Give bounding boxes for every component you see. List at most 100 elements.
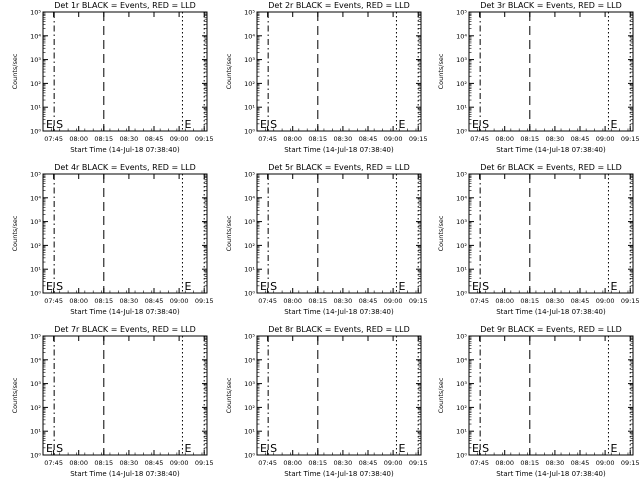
y-tick-label: 10³: [456, 380, 467, 388]
x-tick-label: 09:00: [170, 135, 189, 143]
y-tick-label: 10¹: [30, 266, 41, 274]
y-tick-label: 10⁵: [30, 171, 41, 179]
x-tick-label: 08:30: [546, 297, 565, 305]
start-marker: S: [56, 280, 63, 293]
y-tick-label: 10¹: [456, 104, 467, 112]
x-tick-label: 07:45: [258, 297, 277, 305]
x-tick-label: 08:30: [120, 459, 139, 467]
x-tick-label: 09:00: [384, 297, 403, 305]
y-axis-label: Counts/sec: [225, 215, 233, 251]
end-marker: E: [184, 280, 191, 293]
x-tick-label: 08:00: [283, 459, 302, 467]
y-tick-label: 10³: [244, 218, 255, 226]
x-tick-label: 08:30: [120, 297, 139, 305]
x-tick-label: 08:15: [94, 297, 113, 305]
y-axis-label: Counts/sec: [11, 215, 19, 251]
start-marker: S: [482, 442, 489, 455]
x-tick-label: 09:00: [596, 135, 615, 143]
y-tick-label: 10⁵: [456, 9, 467, 17]
panel-title: Det 2r BLACK = Events, RED = LLD: [268, 1, 410, 10]
x-tick-label: 08:30: [546, 459, 565, 467]
panel-6: Det 6r BLACK = Events, RED = LLD Counts/s…: [437, 163, 640, 316]
plot-frame: [256, 335, 422, 456]
y-tick-label: 10⁰: [244, 452, 255, 460]
y-axis-label: Counts/sec: [11, 53, 19, 89]
x-tick-label: 09:15: [195, 459, 214, 467]
y-tick-label: 10³: [244, 380, 255, 388]
y-tick-label: 10¹: [244, 266, 255, 274]
plot-frame: [256, 11, 422, 132]
x-tick-label: 08:15: [308, 459, 327, 467]
y-axis-label: Counts/sec: [437, 215, 445, 251]
end-marker: E: [398, 280, 405, 293]
end-marker: E: [610, 442, 617, 455]
y-tick-label: 10⁰: [30, 452, 41, 460]
x-axis-label: Start Time (14-Jul-18 07:38:40): [70, 308, 180, 316]
y-axis-label: Counts/sec: [225, 53, 233, 89]
x-tick-label: 08:00: [69, 135, 88, 143]
x-tick-label: 07:45: [258, 459, 277, 467]
panel-title: Det 1r BLACK = Events, RED = LLD: [54, 1, 196, 10]
x-tick-label: 08:30: [334, 459, 353, 467]
y-tick-label: 10⁴: [244, 32, 255, 40]
y-tick-label: 10⁰: [456, 290, 467, 298]
x-tick-label: 07:45: [44, 459, 63, 467]
panel-3: Det 3r BLACK = Events, RED = LLD Counts/s…: [437, 1, 640, 154]
x-tick-label: 08:45: [145, 459, 164, 467]
start-marker: S: [482, 118, 489, 131]
x-tick-label: 08:30: [334, 135, 353, 143]
end-marker: E: [398, 118, 405, 131]
y-tick-label: 10⁰: [30, 290, 41, 298]
left-end-marker: E: [260, 118, 267, 131]
start-marker: S: [270, 442, 277, 455]
plot-frame: [468, 335, 634, 456]
x-tick-label: 09:15: [195, 135, 214, 143]
y-tick-label: 10⁰: [244, 290, 255, 298]
x-tick-label: 07:45: [44, 297, 63, 305]
x-tick-label: 08:45: [359, 297, 378, 305]
panel-title: Det 9r BLACK = Events, RED = LLD: [480, 325, 622, 334]
y-tick-label: 10¹: [456, 428, 467, 436]
y-tick-label: 10⁵: [30, 9, 41, 17]
panel-title: Det 8r BLACK = Events, RED = LLD: [268, 325, 410, 334]
end-marker: E: [184, 442, 191, 455]
y-tick-label: 10²: [456, 242, 467, 250]
y-tick-label: 10⁴: [30, 32, 41, 40]
panel-title: Det 3r BLACK = Events, RED = LLD: [480, 1, 622, 10]
x-tick-label: 09:00: [170, 297, 189, 305]
y-tick-label: 10⁵: [244, 9, 255, 17]
y-tick-label: 10³: [456, 56, 467, 64]
start-marker: S: [482, 280, 489, 293]
y-tick-label: 10⁴: [456, 356, 467, 364]
y-tick-label: 10¹: [30, 428, 41, 436]
plot-frame: [256, 173, 422, 294]
x-tick-label: 08:15: [308, 297, 327, 305]
end-marker: E: [610, 280, 617, 293]
x-tick-label: 08:45: [359, 459, 378, 467]
plot-frame: [468, 173, 634, 294]
start-marker: S: [270, 118, 277, 131]
x-tick-label: 09:00: [384, 459, 403, 467]
y-tick-label: 10⁵: [244, 171, 255, 179]
x-tick-label: 08:00: [283, 297, 302, 305]
x-tick-label: 08:30: [120, 135, 139, 143]
x-tick-label: 09:15: [621, 459, 640, 467]
panel-2: Det 2r BLACK = Events, RED = LLD Counts/s…: [225, 1, 428, 154]
y-tick-label: 10⁰: [456, 452, 467, 460]
x-tick-label: 08:45: [571, 297, 590, 305]
x-tick-label: 09:15: [409, 135, 428, 143]
x-tick-label: 08:00: [69, 297, 88, 305]
panel-7: Det 7r BLACK = Events, RED = LLD Counts/s…: [11, 325, 214, 478]
plot-frame: [42, 11, 208, 132]
end-marker: E: [398, 442, 405, 455]
y-axis-label: Counts/sec: [11, 377, 19, 413]
y-tick-label: 10⁰: [30, 128, 41, 136]
x-tick-label: 09:00: [170, 459, 189, 467]
y-tick-label: 10²: [30, 404, 41, 412]
start-marker: S: [270, 280, 277, 293]
y-axis-label: Counts/sec: [225, 377, 233, 413]
plot-frame: [468, 11, 634, 132]
y-tick-label: 10⁴: [456, 32, 467, 40]
x-tick-label: 08:00: [283, 135, 302, 143]
